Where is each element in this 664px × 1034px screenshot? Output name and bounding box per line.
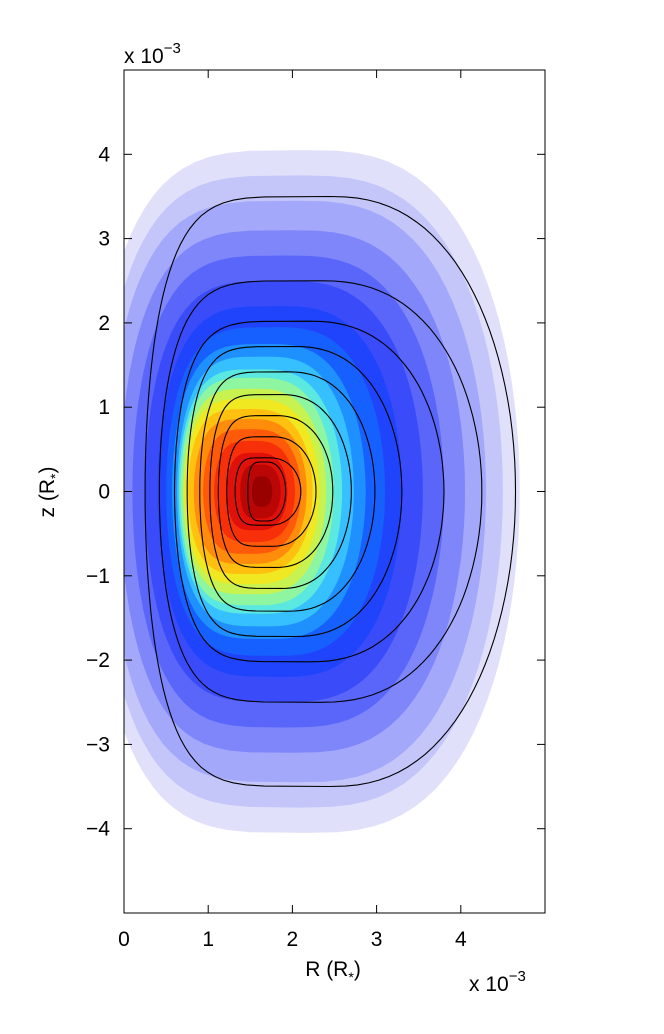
x-axis-multiplier: x 10−3	[469, 968, 526, 996]
y-tick-label: −4	[86, 818, 110, 841]
contour-line-2	[158, 280, 483, 703]
axis-ticks	[123, 70, 545, 913]
filled-contour-band-21	[252, 476, 273, 507]
y-tick-label: 1	[98, 396, 110, 419]
contour-line-layer	[144, 195, 517, 788]
contour-line-3	[173, 320, 445, 663]
y-tick-label: 0	[98, 481, 110, 504]
contour-line-7	[217, 415, 334, 568]
y-tick-label: 4	[98, 143, 110, 166]
contour-line-1	[144, 195, 517, 788]
y-tick-label: 3	[98, 228, 110, 251]
x-axis-label: R (R*)	[305, 958, 361, 985]
y-tick-label: 2	[98, 312, 110, 335]
y-tick-label: −2	[86, 649, 110, 672]
contour-line-4	[186, 345, 403, 638]
axis-tick-labels: 0 1 2 3 4 4 3 2 1 0 −1 −2 −3 −4	[86, 143, 467, 951]
x-tick-label: 0	[118, 928, 130, 951]
contour-line-8	[226, 436, 317, 547]
y-tick-label: −3	[86, 733, 110, 756]
y-axis-multiplier: x 10−3	[124, 40, 181, 68]
x-tick-label: 4	[455, 928, 467, 951]
contour-line-9	[234, 457, 302, 526]
contour-line-6	[209, 394, 352, 589]
filled-contour-layer	[124, 150, 520, 833]
x-tick-label: 1	[202, 928, 214, 951]
contour-line-10	[247, 461, 287, 522]
x-tick-label: 3	[371, 928, 383, 951]
y-axis-label: z (R*)	[36, 467, 63, 518]
y-tick-label: −1	[86, 565, 110, 588]
contour-line-5	[199, 371, 376, 612]
x-tick-label: 2	[287, 928, 299, 951]
